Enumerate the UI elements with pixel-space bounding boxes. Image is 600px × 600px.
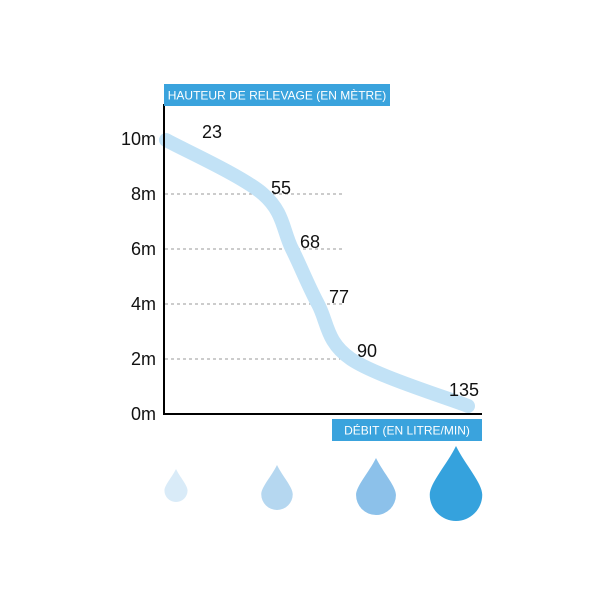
x-axis-label-box: DÉBIT (EN LITRE/MIN)	[332, 419, 482, 441]
y-tick-label: 2m	[131, 349, 156, 369]
y-axis-label-box: HAUTEUR DE RELEVAGE (EN MÈTRE)	[164, 84, 390, 106]
water-drops	[164, 446, 483, 521]
drop-medium-icon	[356, 458, 396, 515]
data-label: 55	[271, 178, 291, 198]
data-label: 23	[202, 122, 222, 142]
y-tick-label: 6m	[131, 239, 156, 259]
grid-lines	[165, 193, 345, 360]
y-tick-label: 8m	[131, 184, 156, 204]
data-label: 77	[329, 287, 349, 307]
drop-xsmall-icon	[164, 469, 188, 502]
data-label: 90	[357, 341, 377, 361]
y-axis-ticks: 0m 2m 4m 6m 8m 10m	[121, 129, 156, 424]
drop-large-icon	[429, 446, 483, 521]
data-label: 135	[449, 380, 479, 400]
data-label: 68	[300, 232, 320, 252]
y-tick-label: 10m	[121, 129, 156, 149]
x-axis-label: DÉBIT (EN LITRE/MIN)	[344, 423, 470, 438]
drop-small-icon	[261, 465, 293, 511]
y-tick-label: 4m	[131, 294, 156, 314]
y-tick-label: 0m	[131, 404, 156, 424]
y-axis-label: HAUTEUR DE RELEVAGE (EN MÈTRE)	[168, 88, 386, 103]
data-labels: 23 55 68 77 90 135	[202, 122, 479, 400]
flow-curve	[159, 133, 475, 413]
